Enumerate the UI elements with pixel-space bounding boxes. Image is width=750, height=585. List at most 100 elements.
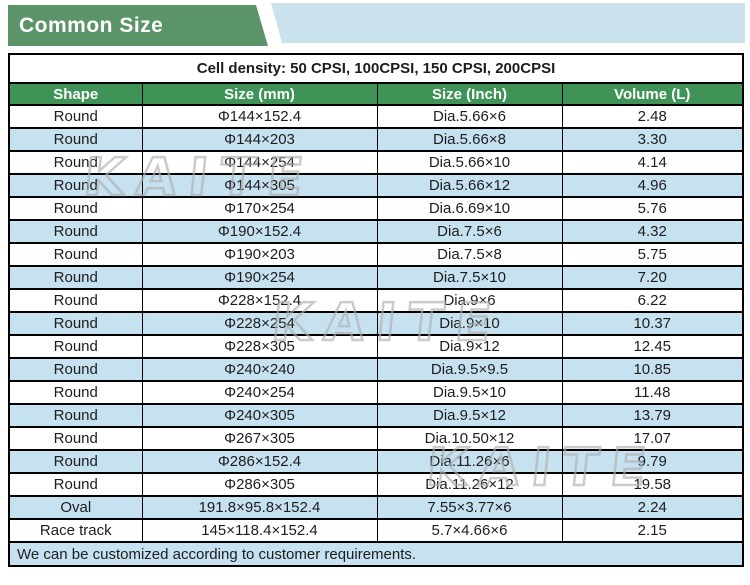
cell-size-inch: Dia.9.5×10 [376, 380, 563, 405]
footer-row: We can be customized according to custom… [8, 541, 744, 567]
cell-size-inch: Dia.10.50×12 [376, 426, 563, 451]
cell-volume: 5.76 [561, 196, 744, 221]
cell-size-mm: Φ228×305 [141, 334, 378, 359]
cell-shape: Oval [8, 495, 143, 520]
table-row: Race track 145×118.4×152.4 5.7×4.66×6 2.… [8, 518, 744, 543]
cell-volume: 4.14 [561, 150, 744, 175]
column-header-row: Shape Size (mm) Size (Inch) Volume (L) [8, 82, 744, 106]
cell-volume: 6.22 [561, 288, 744, 313]
cell-size-mm: Φ267×305 [141, 426, 378, 451]
cell-shape: Race track [8, 518, 143, 543]
cell-size-mm: 145×118.4×152.4 [141, 518, 378, 543]
cell-shape: Round [8, 472, 143, 497]
cell-size-inch: Dia.11.26×12 [376, 472, 563, 497]
table-row: Round Φ144×203 Dia.5.66×8 3.30 [8, 127, 744, 152]
column-header-volume: Volume (L) [561, 82, 744, 106]
cell-size-inch: Dia.11.26×6 [376, 449, 563, 474]
cell-shape: Round [8, 357, 143, 382]
table-row: Round Φ228×254 Dia.9×10 10.37 [8, 311, 744, 336]
cell-size-inch: Dia.9.5×9.5 [376, 357, 563, 382]
table-row: Round Φ228×305 Dia.9×12 12.45 [8, 334, 744, 359]
cell-volume: 11.48 [561, 380, 744, 405]
cell-shape: Round [8, 127, 143, 152]
cell-size-inch: Dia.5.66×10 [376, 150, 563, 175]
cell-size-mm: Φ228×152.4 [141, 288, 378, 313]
table-row: Round Φ144×305 Dia.5.66×12 4.96 [8, 173, 744, 198]
cell-volume: 17.07 [561, 426, 744, 451]
cell-density-note: Cell density: 50 CPSI, 100CPSI, 150 CPSI… [8, 53, 744, 84]
cell-volume: 19.58 [561, 472, 744, 497]
banner-blue-ribbon [271, 3, 745, 43]
cell-volume: 12.45 [561, 334, 744, 359]
table-row: Round Φ240×305 Dia.9.5×12 13.79 [8, 403, 744, 428]
cell-size-inch: Dia.9×6 [376, 288, 563, 313]
cell-size-inch: 5.7×4.66×6 [376, 518, 563, 543]
cell-size-mm: 191.8×95.8×152.4 [141, 495, 378, 520]
cell-size-inch: Dia.6.69×10 [376, 196, 563, 221]
common-size-table: Cell density: 50 CPSI, 100CPSI, 150 CPSI… [8, 53, 744, 567]
cell-volume: 2.24 [561, 495, 744, 520]
cell-volume: 4.32 [561, 219, 744, 244]
table-row: Round Φ286×152.4 Dia.11.26×6 9.79 [8, 449, 744, 474]
cell-shape: Round [8, 104, 143, 129]
table-row: Round Φ144×254 Dia.5.66×10 4.14 [8, 150, 744, 175]
cell-size-inch: Dia.9.5×12 [376, 403, 563, 428]
footer-note: We can be customized according to custom… [8, 541, 744, 567]
table-row: Oval 191.8×95.8×152.4 7.55×3.77×6 2.24 [8, 495, 744, 520]
cell-size-mm: Φ240×305 [141, 403, 378, 428]
table-row: Round Φ170×254 Dia.6.69×10 5.76 [8, 196, 744, 221]
table-row: Round Φ144×152.4 Dia.5.66×6 2.48 [8, 104, 744, 129]
column-header-size-inch: Size (Inch) [376, 82, 563, 106]
cell-size-inch: Dia.5.66×12 [376, 173, 563, 198]
cell-size-inch: Dia.7.5×10 [376, 265, 563, 290]
column-header-shape: Shape [8, 82, 143, 106]
cell-volume: 9.79 [561, 449, 744, 474]
cell-shape: Round [8, 426, 143, 451]
cell-shape: Round [8, 173, 143, 198]
cell-size-mm: Φ144×254 [141, 150, 378, 175]
table-row: Round Φ190×152.4 Dia.7.5×6 4.32 [8, 219, 744, 244]
cell-size-mm: Φ286×152.4 [141, 449, 378, 474]
cell-volume: 10.37 [561, 311, 744, 336]
cell-size-inch: Dia.9×10 [376, 311, 563, 336]
cell-size-inch: Dia.7.5×8 [376, 242, 563, 267]
cell-volume: 2.15 [561, 518, 744, 543]
cell-size-inch: Dia.7.5×6 [376, 219, 563, 244]
column-header-size-mm: Size (mm) [141, 82, 378, 106]
cell-size-inch: Dia.5.66×6 [376, 104, 563, 129]
cell-size-mm: Φ190×152.4 [141, 219, 378, 244]
cell-size-inch: Dia.5.66×8 [376, 127, 563, 152]
cell-shape: Round [8, 150, 143, 175]
table-row: Round Φ267×305 Dia.10.50×12 17.07 [8, 426, 744, 451]
cell-size-mm: Φ240×240 [141, 357, 378, 382]
cell-shape: Round [8, 196, 143, 221]
cell-volume: 4.96 [561, 173, 744, 198]
cell-density-row: Cell density: 50 CPSI, 100CPSI, 150 CPSI… [8, 53, 744, 84]
cell-size-mm: Φ286×305 [141, 472, 378, 497]
cell-size-mm: Φ240×254 [141, 380, 378, 405]
cell-shape: Round [8, 265, 143, 290]
cell-size-inch: 7.55×3.77×6 [376, 495, 563, 520]
cell-volume: 10.85 [561, 357, 744, 382]
table-row: Round Φ240×254 Dia.9.5×10 11.48 [8, 380, 744, 405]
cell-shape: Round [8, 242, 143, 267]
cell-size-mm: Φ170×254 [141, 196, 378, 221]
cell-size-inch: Dia.9×12 [376, 334, 563, 359]
table-body: Round Φ144×152.4 Dia.5.66×6 2.48 Round Φ… [8, 104, 744, 543]
cell-size-mm: Φ228×254 [141, 311, 378, 336]
cell-volume: 3.30 [561, 127, 744, 152]
cell-volume: 7.20 [561, 265, 744, 290]
table-row: Round Φ240×240 Dia.9.5×9.5 10.85 [8, 357, 744, 382]
cell-volume: 5.75 [561, 242, 744, 267]
cell-shape: Round [8, 334, 143, 359]
cell-shape: Round [8, 288, 143, 313]
cell-size-mm: Φ144×203 [141, 127, 378, 152]
cell-shape: Round [8, 449, 143, 474]
cell-volume: 13.79 [561, 403, 744, 428]
cell-size-mm: Φ144×152.4 [141, 104, 378, 129]
cell-volume: 2.48 [561, 104, 744, 129]
cell-shape: Round [8, 403, 143, 428]
table-row: Round Φ286×305 Dia.11.26×12 19.58 [8, 472, 744, 497]
cell-shape: Round [8, 380, 143, 405]
